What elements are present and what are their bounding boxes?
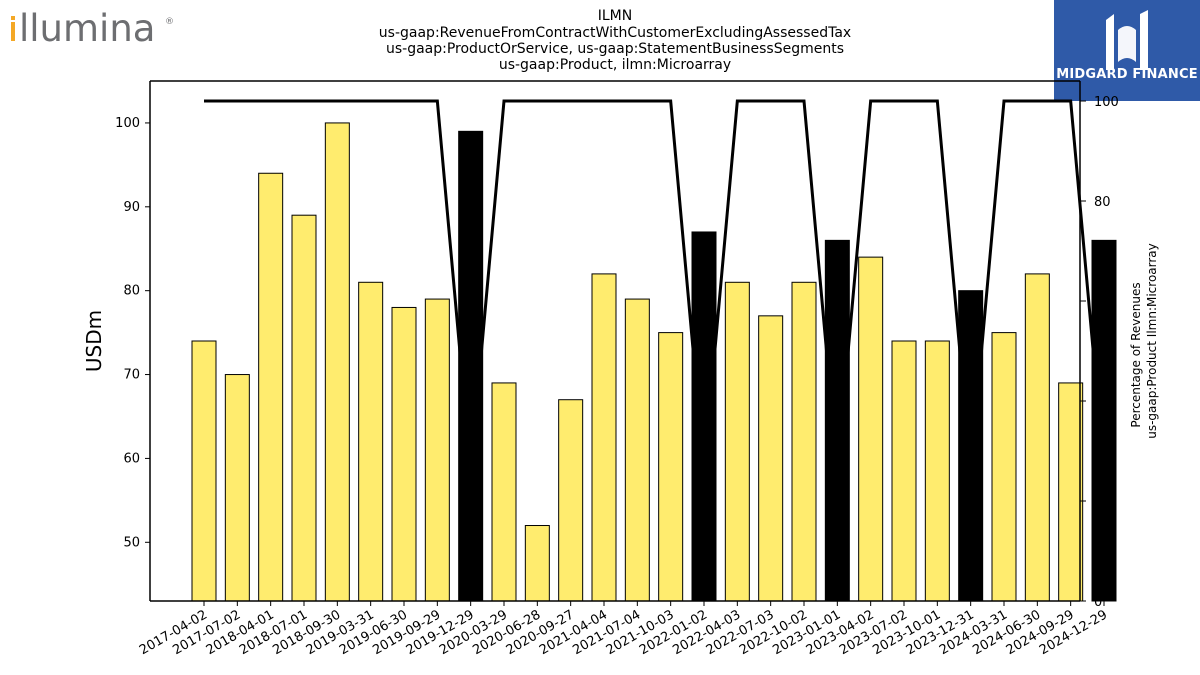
- chart-title-line: us-gaap:Product, ilmn:Microarray: [499, 57, 731, 73]
- bar: [224, 374, 250, 602]
- bar: [524, 525, 550, 602]
- bar: [991, 332, 1017, 602]
- bar: [358, 281, 384, 602]
- y-tick-label: 90: [123, 200, 140, 215]
- bar: [324, 122, 350, 602]
- x-axis: 2017-04-022017-07-022018-04-012018-07-01…: [137, 601, 1110, 658]
- bar: [658, 332, 684, 602]
- bar: [558, 399, 584, 602]
- illumina-logo-text: llumina: [19, 7, 155, 50]
- bar: [858, 256, 884, 602]
- y-axis-label: USDm: [82, 310, 106, 372]
- y-tick-label: 100: [115, 116, 140, 131]
- y2-tick-label: 80: [1094, 195, 1111, 210]
- bar: [691, 231, 717, 602]
- bar: [1024, 273, 1050, 602]
- percentage-line: [204, 99, 1106, 472]
- y2-tick-label: 60: [1094, 295, 1111, 310]
- bar: [1058, 382, 1084, 602]
- bar: [191, 340, 217, 602]
- y-tick-label: 80: [123, 284, 140, 299]
- bar: [391, 306, 417, 602]
- y-tick-label: 70: [123, 368, 140, 383]
- bar: [1091, 239, 1117, 602]
- y-axis-right: 0 20 40 60 80 100: [1080, 95, 1119, 610]
- bar: [791, 281, 817, 602]
- midgard-logo-mark: [1106, 10, 1148, 70]
- chart-title: ILMN us-gaap:RevenueFromContractWithCust…: [379, 8, 851, 73]
- bar: [424, 298, 450, 602]
- bar: [724, 281, 750, 602]
- bar: [924, 340, 950, 602]
- percentage-line-series: [204, 99, 1106, 472]
- y-tick-label: 60: [123, 451, 140, 466]
- bar: [624, 298, 650, 602]
- bar: [291, 214, 317, 602]
- y2-tick-label: 0: [1094, 595, 1102, 610]
- bar: [891, 340, 917, 602]
- bar: [491, 382, 517, 602]
- illumina-logo: llumina ®: [4, 2, 184, 50]
- y-axis-left: 50 60 70 80 90 100: [115, 116, 150, 550]
- bar: [824, 239, 850, 602]
- y2-axis-label-line: Percentage of Revenues: [1129, 282, 1143, 427]
- y2-tick-label: 40: [1094, 395, 1111, 410]
- chart-title-line: us-gaap:ProductOrService, us-gaap:Statem…: [386, 41, 844, 57]
- bar: [591, 273, 617, 602]
- illumina-registered-mark: ®: [165, 17, 174, 27]
- bar: [258, 172, 284, 602]
- y2-tick-label: 20: [1094, 495, 1111, 510]
- axes: [149, 80, 1081, 602]
- y2-axis-label-line: us-gaap:Product Ilmn:Microarray: [1145, 243, 1159, 439]
- bar: [758, 315, 784, 602]
- midgard-finance-logo: MIDGARD FINANCE: [1054, 0, 1200, 101]
- chart-title-line: us-gaap:RevenueFromContractWithCustomerE…: [379, 25, 851, 41]
- bar-series: [191, 122, 1117, 602]
- midgard-finance-logo-text: MIDGARD FINANCE: [1056, 67, 1198, 82]
- y-tick-label: 50: [123, 535, 140, 550]
- chart-title-line: ILMN: [598, 8, 632, 24]
- illumina-logo-mark: llumina ®: [11, 7, 174, 50]
- y2-tick-label: 100: [1094, 95, 1119, 110]
- bar: [958, 290, 984, 602]
